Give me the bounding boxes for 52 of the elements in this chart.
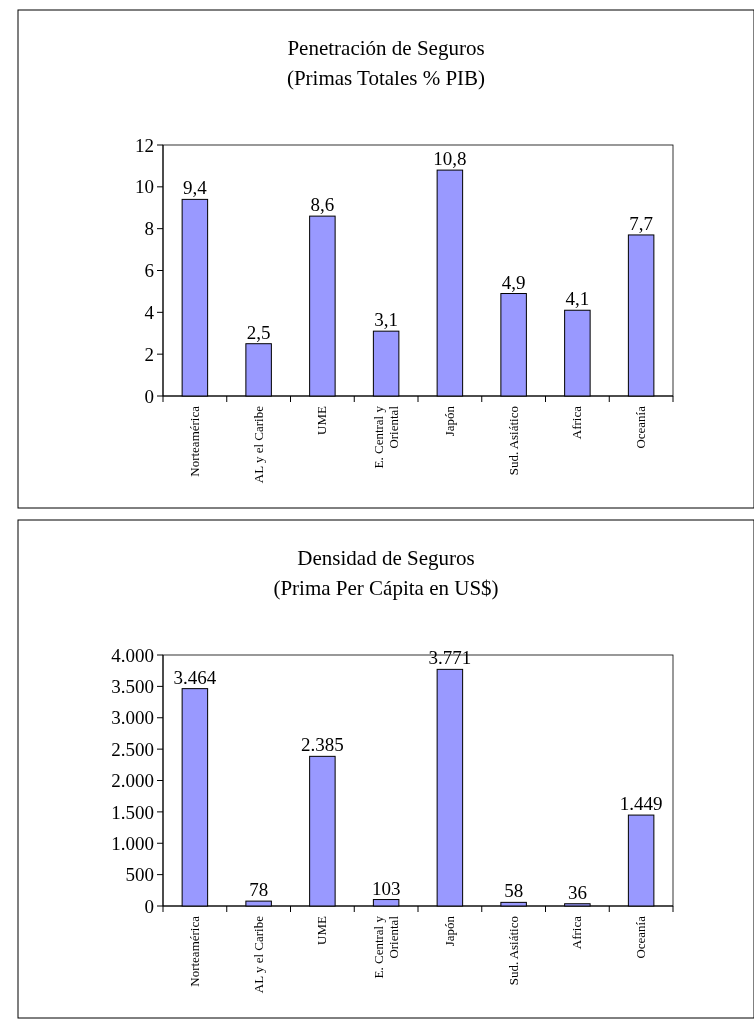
data-label: 10,8 [433,148,467,170]
data-label: 58 [504,880,524,902]
data-label: 9,4 [183,177,208,199]
x-tick-label: Oceanía [633,405,649,449]
y-tick-label: 12 [135,134,154,156]
data-label: 3,1 [374,309,398,331]
data-label: 78 [249,879,269,901]
data-label: 2,5 [246,321,271,343]
x-tick-label: E. Central y Oriental [370,915,401,979]
data-label: 8,6 [310,194,335,216]
y-tick-label: 3.000 [111,707,154,729]
x-tick-label: AL y el Caribe [250,405,266,484]
chart-subtitle: (Prima Per Cápita en US$) [273,576,499,600]
data-label: 4,1 [565,288,590,310]
x-tick-label: E. Central y Oriental [370,405,401,469]
x-tick-label: UME [314,915,330,945]
x-tick-label: UME [314,405,330,435]
y-tick-label: 10 [135,176,154,198]
data-label: 7,7 [629,212,653,234]
chart-title: Densidad de Seguros [297,546,475,570]
y-tick-label: 0 [144,895,154,917]
data-label: 36 [567,881,587,903]
y-tick-label: 1.000 [111,832,154,854]
chart-title: Penetración de Seguros [287,36,485,60]
chart-subtitle: (Primas Totales % PIB) [286,66,486,90]
y-tick-label: 3.500 [111,676,154,698]
x-tick-label: Japón [441,915,457,947]
data-label: 4,9 [501,271,526,293]
y-tick-label: 2.000 [111,770,154,792]
y-tick-label: 4 [144,301,155,323]
data-label: 103 [371,877,401,899]
y-tick-label: 4.000 [111,644,154,666]
y-tick-label: 2 [144,343,154,365]
y-tick-label: 2.500 [111,738,154,760]
x-tick-label: Norteamérica [186,405,202,477]
data-label: 3.771 [428,647,472,669]
y-tick-label: 8 [144,218,154,240]
x-tick-label: Norteamérica [186,915,202,987]
y-tick-label: 6 [144,260,154,282]
data-label: 1.449 [619,793,663,815]
y-tick-label: 500 [125,864,154,886]
x-tick-label: Africa [569,405,585,440]
data-label: 3.464 [173,666,217,688]
y-tick-label: 1.500 [111,801,154,823]
data-label: 2.385 [301,734,344,756]
x-tick-label: Sud. Asiático [505,916,521,986]
x-tick-label: Africa [569,915,585,950]
x-tick-label: Oceanía [633,915,649,959]
x-tick-label: Japón [441,405,457,437]
x-tick-label: AL y el Caribe [250,915,266,994]
y-tick-label: 0 [144,385,154,407]
x-tick-label: Sud. Asiático [505,406,521,476]
